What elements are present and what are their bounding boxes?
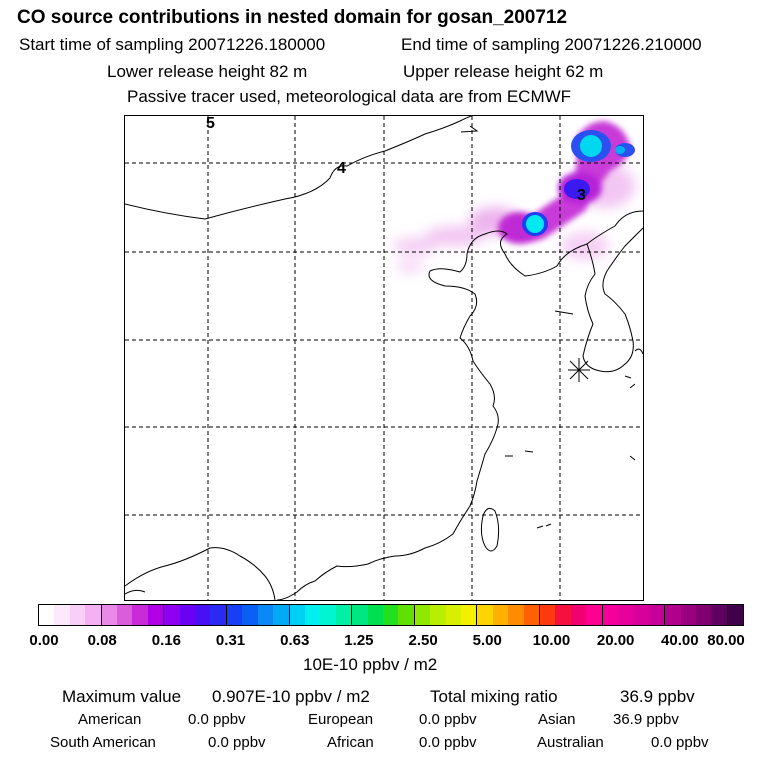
day-marker-5: 5 <box>206 116 215 132</box>
region-australian-label: Australian <box>537 734 604 751</box>
colorbar-swatch <box>179 605 196 625</box>
tracer-note: Passive tracer used, meteorological data… <box>127 87 572 106</box>
colorbar-swatch <box>648 605 666 625</box>
colorbar-swatch <box>508 605 524 625</box>
region-australian-value: 0.0 ppbv <box>651 734 709 751</box>
colorbar-swatch <box>540 605 556 625</box>
colorbar-swatch <box>665 605 681 625</box>
colorbar-swatch <box>101 605 118 625</box>
end-time-label: End time of sampling 20071226.210000 <box>401 35 702 54</box>
colorbar-swatch <box>320 605 336 625</box>
coastlines <box>125 116 643 600</box>
region-south-american-label: South American <box>50 734 156 751</box>
day-marker-3: 3 <box>577 187 586 204</box>
colorbar-swatch <box>711 605 728 625</box>
region-american-value: 0.0 ppbv <box>188 711 246 728</box>
colorbar-swatch <box>69 605 86 625</box>
region-african-label: African <box>327 734 374 751</box>
colorbar-swatch <box>696 605 712 625</box>
start-time-label: Start time of sampling 20071226.180000 <box>19 35 326 54</box>
colorbar-swatch <box>164 605 180 625</box>
colorbar-tick-label: 5.00 <box>472 632 502 649</box>
figure-title: CO source contributions in nested domain… <box>17 7 568 28</box>
colorbar-swatch <box>132 605 148 625</box>
graticule <box>125 116 643 600</box>
colorbar-tick-label: 0.63 <box>280 632 310 649</box>
colorbar-swatch <box>460 605 478 625</box>
colorbar-tick-label: 2.50 <box>408 632 438 649</box>
region-european-value: 0.0 ppbv <box>419 711 477 728</box>
colorbar-swatch <box>586 605 603 625</box>
tracer-plume <box>393 121 635 274</box>
colorbar-swatch <box>242 605 258 625</box>
colorbar-swatch <box>210 605 227 625</box>
colorbar-tick-label: 10.00 <box>532 632 571 649</box>
total-mixing-ratio-label: Total mixing ratio <box>430 687 558 706</box>
upper-release-height: Upper release height 62 m <box>403 62 604 81</box>
colorbar-swatch <box>492 605 509 625</box>
max-value-label: Maximum value <box>62 687 182 706</box>
colorbar-swatch <box>257 605 274 625</box>
colorbar-tick-label: 0.00 <box>29 632 59 649</box>
colorbar-tick-label: 40.00 <box>661 632 699 649</box>
colorbar-swatch <box>570 605 587 625</box>
region-american-label: American <box>78 711 142 728</box>
region-european-label: European <box>308 711 374 728</box>
colorbar-swatch <box>85 605 102 625</box>
map-panel: 5 4 3 <box>124 115 644 601</box>
colorbar-swatch <box>477 605 493 625</box>
colorbar <box>38 604 744 626</box>
colorbar-tick-label: 0.16 <box>151 632 181 649</box>
colorbar-swatch <box>555 605 571 625</box>
colorbar-tick-label: 20.00 <box>596 632 635 649</box>
colorbar-tick-label: 1.25 <box>344 632 374 649</box>
colorbar-swatch <box>304 605 321 625</box>
day-marker-4: 4 <box>337 160 346 177</box>
colorbar-swatch <box>523 605 540 625</box>
colorbar-tick-label: 0.31 <box>215 632 246 649</box>
colorbar-swatch <box>633 605 649 625</box>
colorbar-swatch <box>445 605 461 625</box>
max-value: 0.907E-10 ppbv / m2 <box>212 687 370 706</box>
colorbar-swatch <box>335 605 353 625</box>
colorbar-tick-label: 80.00 <box>707 632 745 649</box>
colorbar-swatch <box>226 605 243 625</box>
region-asian-label: Asian <box>538 711 576 728</box>
colorbar-unit: 10E-10 ppbv / m2 <box>303 655 438 674</box>
region-south-american-value: 0.0 ppbv <box>208 734 266 751</box>
colorbar-swatch <box>54 605 70 625</box>
colorbar-swatch <box>680 605 697 625</box>
region-african-value: 0.0 ppbv <box>419 734 477 751</box>
colorbar-swatch <box>195 605 211 625</box>
colorbar-swatch <box>39 605 55 625</box>
colorbar-swatch <box>398 605 415 625</box>
colorbar-tick-label: 0.08 <box>87 632 117 649</box>
colorbar-swatch <box>430 605 446 625</box>
colorbar-swatch <box>367 605 383 625</box>
colorbar-swatch <box>289 605 305 625</box>
receptor-marker <box>568 358 590 382</box>
total-mixing-ratio-value: 36.9 ppbv <box>620 687 695 706</box>
colorbar-swatch <box>602 605 619 625</box>
lower-release-height: Lower release height 82 m <box>107 62 308 81</box>
colorbar-swatch <box>117 605 133 625</box>
colorbar-swatch <box>352 605 368 625</box>
region-asian-value: 36.9 ppbv <box>613 711 679 728</box>
colorbar-swatch <box>382 605 399 625</box>
colorbar-swatch <box>727 605 744 625</box>
colorbar-swatch <box>618 605 634 625</box>
colorbar-swatch <box>414 605 431 625</box>
colorbar-swatch <box>147 605 165 625</box>
colorbar-swatch <box>273 605 290 625</box>
